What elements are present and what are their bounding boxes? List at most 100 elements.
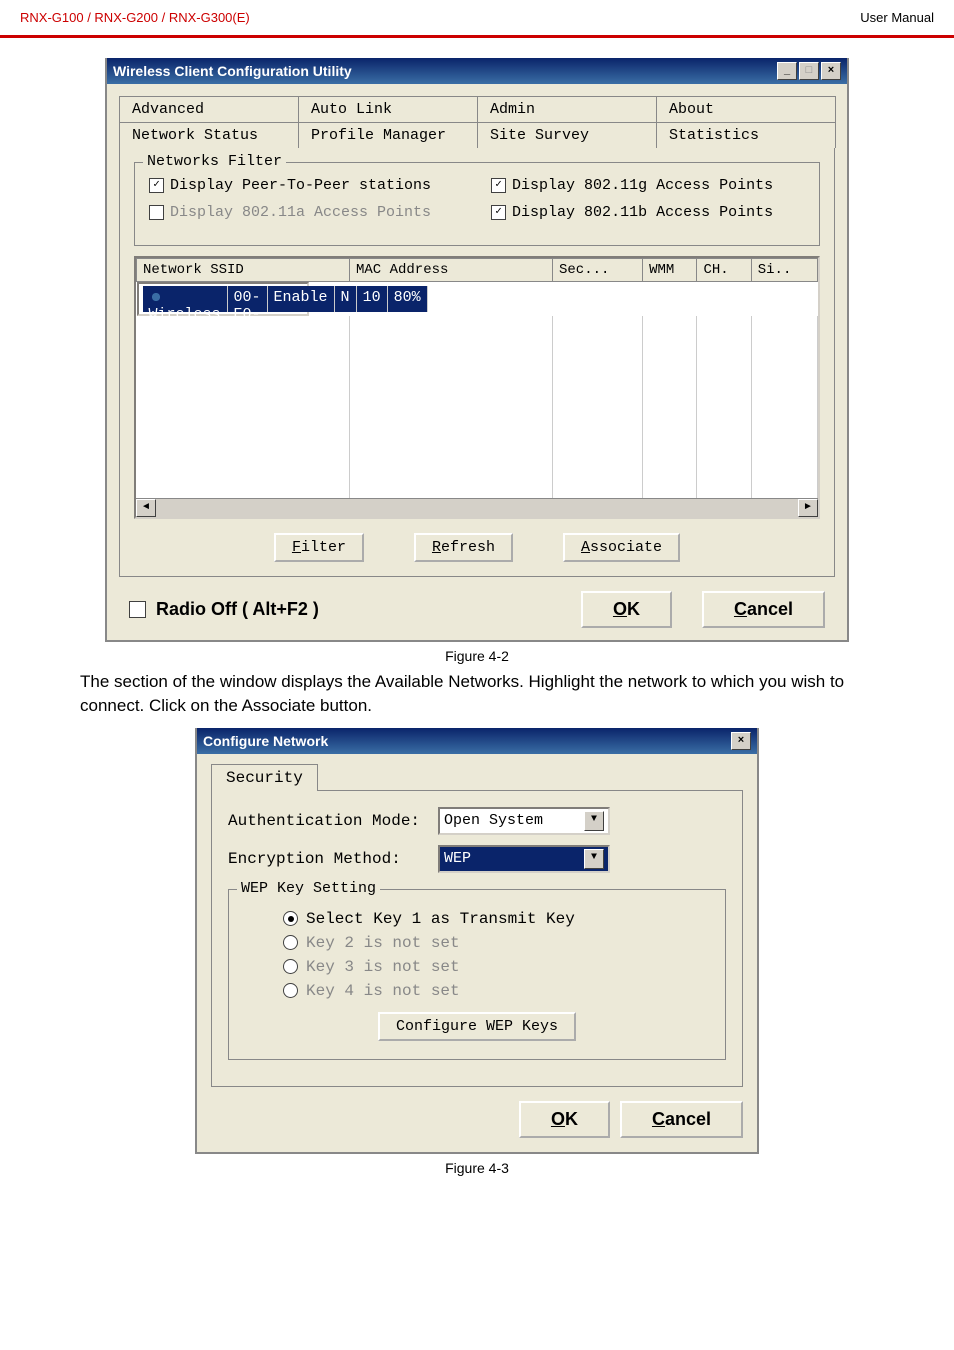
- radio-icon: [283, 935, 298, 950]
- header-right: User Manual: [860, 10, 934, 25]
- associate-button[interactable]: Associate: [563, 533, 680, 562]
- tab-row-1: Advanced Auto Link Admin About: [119, 96, 835, 122]
- table-header-row: Network SSID MAC Address Sec... WMM CH. …: [137, 259, 818, 282]
- chk-a-label: Display 802.11a Access Points: [170, 204, 431, 221]
- wep-key-1-label: Select Key 1 as Transmit Key: [306, 910, 575, 928]
- filter-legend: Networks Filter: [143, 153, 286, 170]
- auth-mode-label: Authentication Mode:: [228, 812, 438, 830]
- header-left: RNX-G100 / RNX-G200 / RNX-G300(E): [20, 10, 250, 25]
- dialog-buttons: OK Cancel: [211, 1101, 743, 1138]
- col-wmm[interactable]: WMM: [643, 259, 697, 282]
- wep-key-4-label: Key 4 is not set: [306, 982, 460, 1000]
- configure-wep-button[interactable]: Configure WEP Keys: [378, 1012, 576, 1041]
- close-icon[interactable]: ×: [731, 732, 751, 750]
- tab-autolink[interactable]: Auto Link: [298, 96, 478, 122]
- scroll-right-icon[interactable]: ►: [798, 499, 818, 517]
- radio-off-checkbox[interactable]: Radio Off ( Alt+F2 ): [129, 599, 319, 620]
- wep-key-4: Key 4 is not set: [283, 982, 711, 1000]
- col-sec[interactable]: Sec...: [553, 259, 643, 282]
- action-buttons: Filter Refresh Associate: [134, 533, 820, 562]
- checkbox-icon: ✓: [149, 178, 164, 193]
- table-row-selected[interactable]: Wireless AP-Router 00-E0-4C-81-86-D1 Ena…: [137, 282, 309, 316]
- col-mac[interactable]: MAC Address: [350, 259, 553, 282]
- wep-key-3: Key 3 is not set: [283, 958, 711, 976]
- tab-row-2: Network Status Profile Manager Site Surv…: [119, 122, 835, 148]
- auth-mode-row: Authentication Mode: Open System ▼: [228, 807, 726, 835]
- site-survey-pane: Networks Filter ✓ Display Peer-To-Peer s…: [119, 147, 835, 577]
- checkbox-icon: ✓: [491, 205, 506, 220]
- maximize-icon[interactable]: □: [799, 62, 819, 80]
- cancel-button[interactable]: Cancel: [620, 1101, 743, 1138]
- wep-key-2-label: Key 2 is not set: [306, 934, 460, 952]
- window-title: Wireless Client Configuration Utility: [113, 63, 352, 79]
- table-row: [137, 446, 818, 472]
- enc-method-select[interactable]: WEP ▼: [438, 845, 610, 873]
- networks-table: Network SSID MAC Address Sec... WMM CH. …: [134, 256, 820, 519]
- tab-security[interactable]: Security: [211, 764, 318, 791]
- titlebar-buttons: _ □ ×: [777, 62, 841, 80]
- wireless-utility-window: Wireless Client Configuration Utility _ …: [105, 58, 849, 642]
- cell-wmm: N: [335, 286, 357, 312]
- tab-network-status[interactable]: Network Status: [119, 122, 299, 148]
- chk-80211a: Display 802.11a Access Points: [149, 204, 431, 221]
- radio-icon: [283, 959, 298, 974]
- titlebar: Configure Network ×: [197, 728, 757, 754]
- enc-method-row: Encryption Method: WEP ▼: [228, 845, 726, 873]
- tab-about[interactable]: About: [656, 96, 836, 122]
- titlebar: Wireless Client Configuration Utility _ …: [107, 58, 847, 84]
- table-row: [137, 394, 818, 420]
- auth-mode-value: Open System: [444, 812, 543, 829]
- wep-key-3-label: Key 3 is not set: [306, 958, 460, 976]
- tab-site-survey[interactable]: Site Survey: [477, 122, 657, 148]
- auth-mode-select[interactable]: Open System ▼: [438, 807, 610, 835]
- col-si[interactable]: Si..: [751, 259, 817, 282]
- scroll-left-icon[interactable]: ◄: [136, 499, 156, 517]
- checkbox-icon: ✓: [491, 178, 506, 193]
- chevron-down-icon: ▼: [584, 811, 604, 831]
- page-header: RNX-G100 / RNX-G200 / RNX-G300(E) User M…: [0, 0, 954, 35]
- chk-peer[interactable]: ✓ Display Peer-To-Peer stations: [149, 177, 431, 194]
- cell-mac: 00-E0-4C-81-86-D1: [228, 286, 268, 312]
- figure-caption-2: Figure 4-3: [50, 1160, 904, 1176]
- wep-key-1[interactable]: Select Key 1 as Transmit Key: [283, 910, 711, 928]
- ok-button[interactable]: OK: [581, 591, 672, 628]
- cell-ch: 10: [357, 286, 388, 312]
- enc-method-value: WEP: [444, 850, 471, 867]
- col-ch[interactable]: CH.: [697, 259, 751, 282]
- h-scrollbar[interactable]: ◄ ►: [136, 498, 818, 517]
- tab-statistics[interactable]: Statistics: [656, 122, 836, 148]
- cancel-button[interactable]: Cancel: [702, 591, 825, 628]
- radio-icon: [283, 911, 298, 926]
- chk-g-label: Display 802.11g Access Points: [512, 177, 773, 194]
- tab-admin[interactable]: Admin: [477, 96, 657, 122]
- minimize-icon[interactable]: _: [777, 62, 797, 80]
- chevron-down-icon: ▼: [584, 849, 604, 869]
- chk-b-label: Display 802.11b Access Points: [512, 204, 773, 221]
- checkbox-icon: [129, 601, 146, 618]
- bottom-row: Radio Off ( Alt+F2 ) OK Cancel: [119, 591, 835, 628]
- col-ssid[interactable]: Network SSID: [137, 259, 350, 282]
- networks-filter-fieldset: Networks Filter ✓ Display Peer-To-Peer s…: [134, 162, 820, 246]
- configure-network-window: Configure Network × Security Authenticat…: [195, 728, 759, 1154]
- window-title: Configure Network: [203, 733, 328, 749]
- tab-advanced[interactable]: Advanced: [119, 96, 299, 122]
- ap-icon: [149, 290, 163, 304]
- close-icon[interactable]: ×: [821, 62, 841, 80]
- radio-icon: [283, 983, 298, 998]
- security-pane: Authentication Mode: Open System ▼ Encry…: [211, 790, 743, 1087]
- filter-button[interactable]: Filter: [274, 533, 364, 562]
- table-row: [137, 472, 818, 498]
- cell-sec: Enable: [268, 286, 335, 312]
- description-text: The section of the window displays the A…: [80, 670, 874, 718]
- chk-80211b[interactable]: ✓ Display 802.11b Access Points: [491, 204, 773, 221]
- ok-button[interactable]: OK: [519, 1101, 610, 1138]
- tab-profile-manager[interactable]: Profile Manager: [298, 122, 478, 148]
- figure-caption-1: Figure 4-2: [50, 648, 904, 664]
- checkbox-icon: [149, 205, 164, 220]
- chk-80211g[interactable]: ✓ Display 802.11g Access Points: [491, 177, 773, 194]
- table-row: [137, 420, 818, 446]
- enc-method-label: Encryption Method:: [228, 850, 438, 868]
- refresh-button[interactable]: Refresh: [414, 533, 513, 562]
- wep-key-2: Key 2 is not set: [283, 934, 711, 952]
- wep-legend: WEP Key Setting: [237, 880, 380, 897]
